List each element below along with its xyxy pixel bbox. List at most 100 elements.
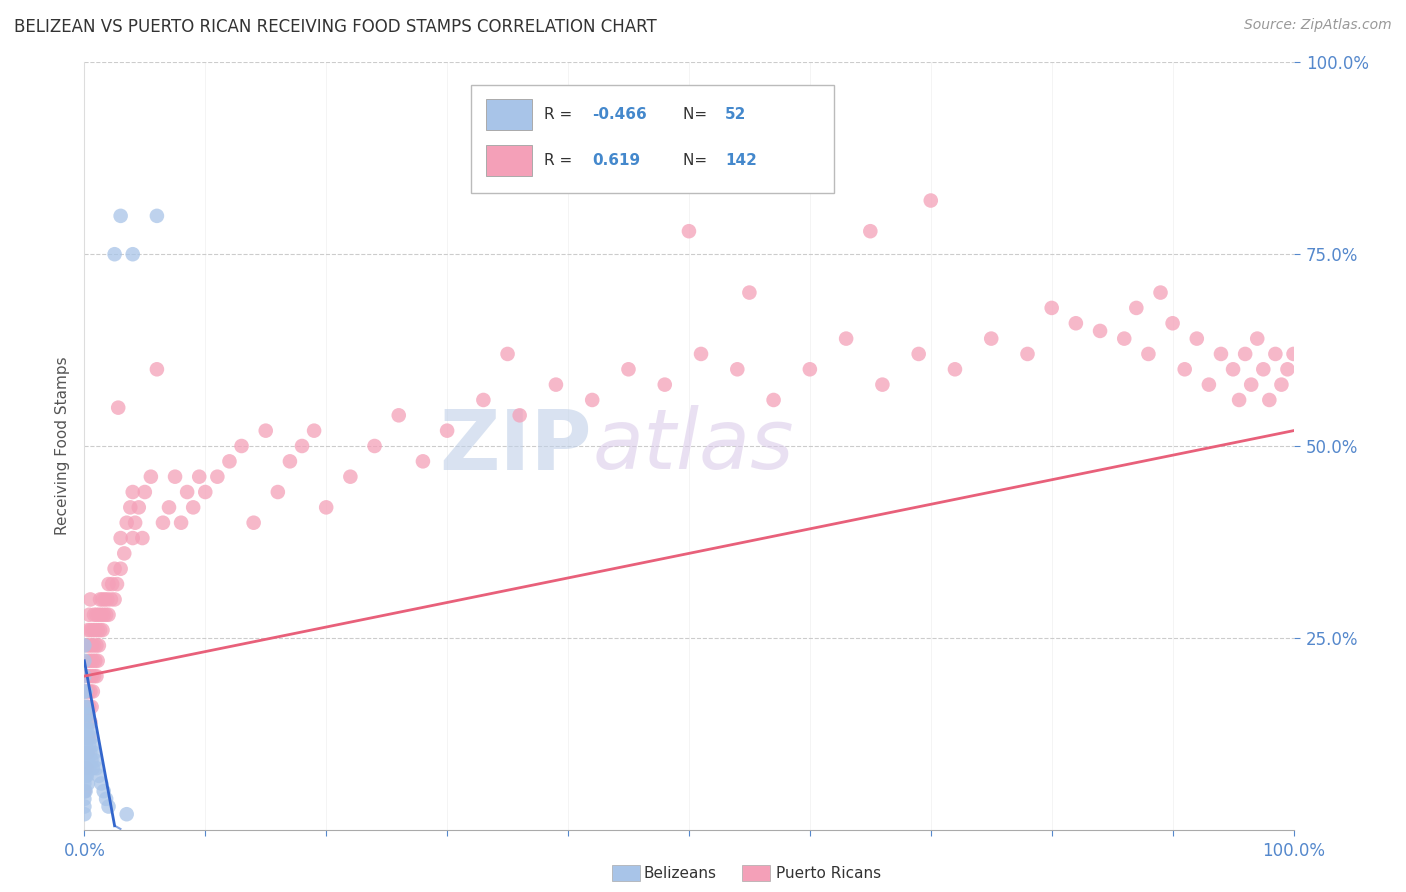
Point [139, 469, 162, 483]
Text: -0.466: -0.466 [592, 107, 647, 122]
Text: N=: N= [683, 153, 711, 168]
Point [75, 707, 97, 722]
Point [509, 409, 531, 423]
FancyBboxPatch shape [471, 86, 834, 193]
Point [194, 485, 217, 500]
Point [77, 707, 100, 722]
Point [87, 639, 110, 653]
Point [176, 485, 198, 500]
Point [1149, 285, 1171, 300]
Point [77, 623, 100, 637]
Point [79, 592, 101, 607]
Point [1017, 347, 1039, 361]
Point [91, 623, 114, 637]
Point [77, 654, 100, 668]
Point [77, 776, 100, 790]
Point [363, 439, 385, 453]
Point [77, 738, 100, 752]
Point [77, 746, 100, 760]
Point [654, 377, 676, 392]
Point [83, 669, 105, 683]
Point [835, 332, 858, 346]
Point [77, 699, 100, 714]
Point [104, 247, 127, 261]
Point [121, 247, 143, 261]
Point [73, 669, 96, 683]
Point [75, 769, 97, 783]
Point [73, 807, 96, 822]
Point [82, 761, 104, 775]
Point [1270, 377, 1292, 392]
Text: R =: R = [544, 107, 576, 122]
Point [73, 792, 96, 806]
Point [76, 769, 98, 783]
Point [104, 592, 127, 607]
Point [1258, 392, 1281, 407]
Text: 52: 52 [725, 107, 747, 122]
Point [1282, 347, 1305, 361]
Point [73, 654, 96, 668]
Point [1209, 347, 1232, 361]
Point [690, 347, 713, 361]
Point [96, 592, 118, 607]
Point [82, 623, 104, 637]
Text: N=: N= [683, 107, 711, 122]
Point [76, 669, 98, 683]
Point [165, 469, 187, 483]
Point [107, 401, 129, 415]
Point [97, 799, 120, 814]
Point [188, 469, 211, 483]
Point [1185, 332, 1208, 346]
Point [77, 715, 100, 730]
Text: BELIZEAN VS PUERTO RICAN RECEIVING FOOD STAMPS CORRELATION CHART: BELIZEAN VS PUERTO RICAN RECEIVING FOOD … [14, 18, 657, 36]
Bar [486, 99, 531, 130]
Point [799, 147, 821, 161]
Point [105, 577, 128, 591]
Text: atlas: atlas [592, 406, 794, 486]
Bar [486, 145, 531, 176]
Point [738, 285, 761, 300]
Point [121, 485, 143, 500]
Point [75, 684, 97, 698]
Point [872, 377, 894, 392]
Point [920, 194, 942, 208]
Point [75, 707, 97, 722]
Point [84, 754, 107, 768]
Point [110, 209, 132, 223]
Point [339, 469, 361, 483]
Point [762, 392, 785, 407]
Point [115, 516, 138, 530]
Point [76, 746, 98, 760]
Point [80, 639, 103, 653]
Point [121, 531, 143, 545]
Point [77, 684, 100, 698]
Point [91, 592, 114, 607]
Point [544, 377, 567, 392]
Point [73, 699, 96, 714]
Point [83, 607, 105, 622]
Point [388, 409, 411, 423]
Point [1264, 347, 1286, 361]
Point [412, 454, 434, 468]
Point [94, 792, 117, 806]
Point [146, 209, 169, 223]
Point [254, 424, 277, 438]
Point [77, 707, 100, 722]
Point [73, 746, 96, 760]
Point [73, 639, 96, 653]
Point [73, 746, 96, 760]
Point [79, 654, 101, 668]
Point [76, 699, 98, 714]
Point [231, 439, 253, 453]
Point [120, 500, 142, 515]
Point [77, 731, 100, 745]
Point [83, 639, 105, 653]
Point [77, 639, 100, 653]
Point [76, 639, 98, 653]
Point [73, 731, 96, 745]
Point [1227, 392, 1250, 407]
Point [496, 347, 519, 361]
Point [79, 715, 101, 730]
Point [1137, 347, 1160, 361]
Text: R =: R = [544, 153, 576, 168]
